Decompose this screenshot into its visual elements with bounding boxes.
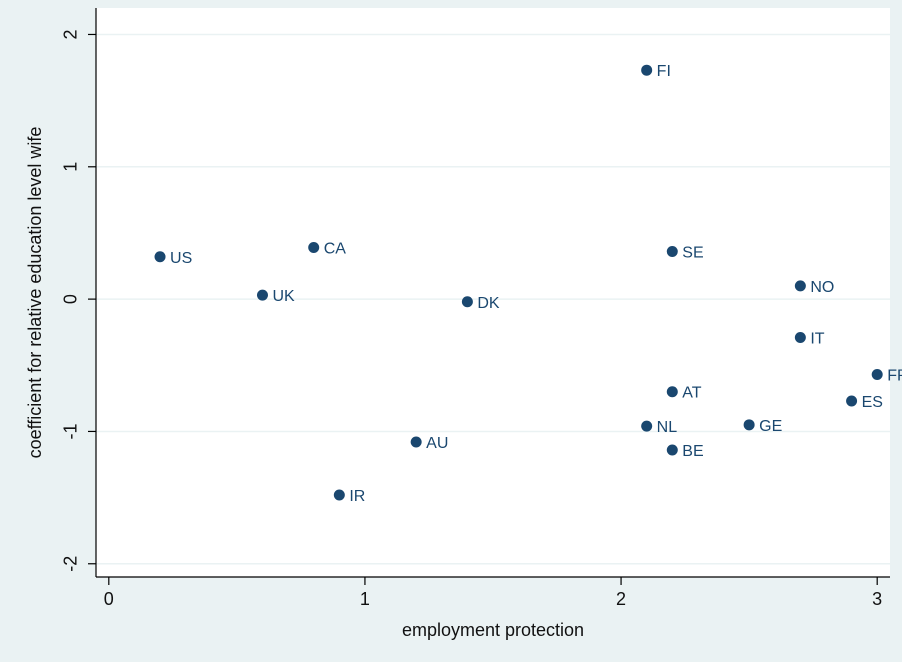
- data-point-dk: [461, 296, 473, 308]
- data-point-no: [794, 280, 806, 292]
- point-label-se: SE: [682, 244, 703, 261]
- x-tick-label: 2: [616, 589, 626, 609]
- y-axis-title: coefficient for relative education level…: [25, 127, 45, 459]
- data-point-ge: [743, 419, 755, 431]
- y-tick-label: 1: [61, 162, 81, 172]
- data-point-ir: [333, 489, 345, 501]
- point-label-ge: GE: [759, 418, 782, 435]
- data-point-us: [154, 251, 166, 263]
- data-point-au: [410, 436, 422, 448]
- data-point-nl: [641, 420, 653, 432]
- data-point-es: [846, 395, 858, 407]
- point-label-uk: UK: [272, 288, 295, 305]
- point-label-fr: FR: [887, 368, 902, 385]
- data-point-at: [666, 386, 678, 398]
- gridlines: [96, 33, 890, 565]
- data-point-fr: [871, 369, 883, 381]
- point-label-au: AU: [426, 435, 448, 452]
- point-label-es: ES: [862, 394, 883, 411]
- point-label-us: US: [170, 250, 192, 267]
- x-tick-label: 1: [360, 589, 370, 609]
- point-label-fi: FI: [657, 63, 671, 80]
- point-label-dk: DK: [477, 295, 500, 312]
- y-tick-label: -1: [61, 423, 81, 439]
- y-tick-label: 0: [61, 294, 81, 304]
- x-tick-label: 0: [104, 589, 114, 609]
- point-label-nl: NL: [657, 419, 678, 436]
- data-point-be: [666, 444, 678, 456]
- point-label-ir: IR: [349, 488, 365, 505]
- data-point-uk: [256, 289, 268, 301]
- point-label-at: AT: [682, 385, 701, 402]
- data-point-it: [794, 331, 806, 343]
- y-tick-label: 2: [61, 29, 81, 39]
- y-tick-label: -2: [61, 556, 81, 572]
- plot-area: [96, 8, 890, 577]
- data-point-fi: [641, 64, 653, 76]
- point-label-it: IT: [810, 330, 824, 347]
- x-axis-title: employment protection: [402, 620, 584, 640]
- data-point-ca: [308, 242, 320, 254]
- point-label-no: NO: [810, 279, 834, 296]
- x-tick-label: 3: [872, 589, 882, 609]
- axes: -2 -1 0 1 2 0 1 2 3: [61, 8, 890, 609]
- data-point-se: [666, 245, 678, 257]
- point-label-be: BE: [682, 443, 703, 460]
- data-points: FI US CA SE UK DK NO IT FR AT ES NL GE AU BE IR: [154, 63, 902, 505]
- point-label-ca: CA: [324, 241, 347, 258]
